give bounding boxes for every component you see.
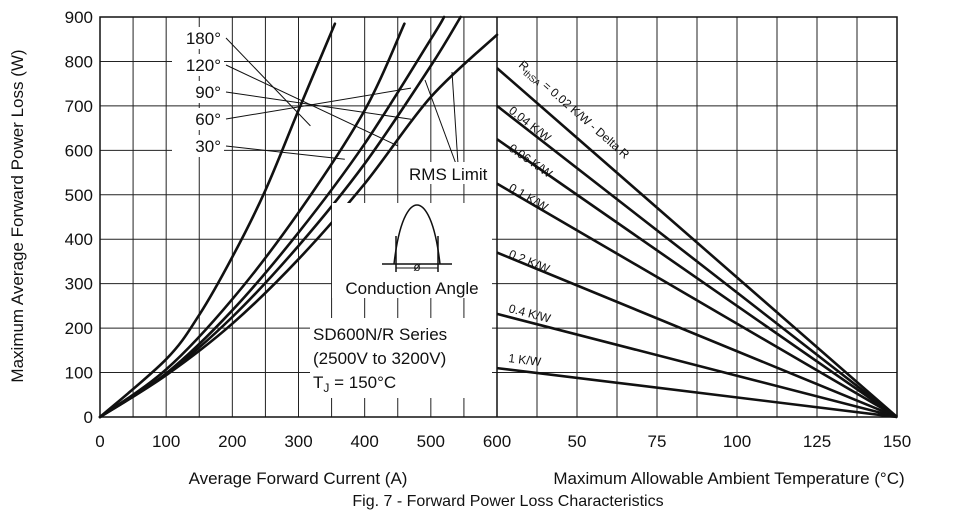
curve-labels: 180° 120° 90° 60° 30° RthSA = 0.02 K/W - Delt… <box>172 27 632 369</box>
x-tick-label: 100 <box>723 432 751 451</box>
y-tick-label: 700 <box>65 97 93 116</box>
conduction-angle-icon: ø Conduction Angle <box>332 203 492 298</box>
y-tick-label: 900 <box>65 8 93 27</box>
x-tick-label: 600 <box>483 432 511 451</box>
y-tick-label: 0 <box>84 408 93 427</box>
x-tick-label: 150 <box>883 432 911 451</box>
x-tick-label: 400 <box>350 432 378 451</box>
rth-label-group: 1 K/W <box>508 351 543 369</box>
y-tick-label: 300 <box>65 275 93 294</box>
rth-label-3: 0.1 K/W <box>506 180 551 214</box>
rth-label-4: 0.2 K/W <box>507 247 552 276</box>
curve-label-4: 180° <box>186 29 221 48</box>
y-tick-label: 100 <box>65 364 93 383</box>
rth-label-1: 0.04 K/W <box>506 103 554 145</box>
x-tick-label: 75 <box>648 432 667 451</box>
x-tick-label: 100 <box>152 432 180 451</box>
x-tick-label: 0 <box>95 432 104 451</box>
leader-line <box>226 38 310 126</box>
rth-label-6: 1 K/W <box>508 351 543 369</box>
phi-symbol: ø <box>413 260 421 274</box>
y-tick-label: 400 <box>65 230 93 249</box>
rth-label-group: 0.2 K/W <box>507 247 552 276</box>
y-tick-label: 200 <box>65 319 93 338</box>
rth-label-group: RthSA = 0.02 K/W - Delta R <box>515 58 633 164</box>
rth-label-group: 0.1 K/W <box>506 180 551 214</box>
rms-leader <box>425 80 456 164</box>
rth-label-0: RthSA = 0.02 K/W - Delta R <box>515 58 633 164</box>
x-axis-title-left: Average Forward Current (A) <box>189 469 408 488</box>
leader-line <box>226 146 345 159</box>
curve-label-0: 30° <box>195 137 221 156</box>
y-tick-label: 800 <box>65 52 93 71</box>
rth-label-group: 0.04 K/W <box>506 103 554 145</box>
x-tick-label: 125 <box>803 432 831 451</box>
device-annotation: SD600N/R Series (2500V to 3200V) TJ = 15… <box>310 318 492 398</box>
x-tick-label: 200 <box>218 432 246 451</box>
conduction-angle-label: Conduction Angle <box>345 279 478 298</box>
figure-caption: Fig. 7 - Forward Power Loss Characterist… <box>352 493 663 510</box>
grid <box>100 17 897 417</box>
y-axis-title: Maximum Average Forward Power Loss (W) <box>8 49 27 382</box>
curve-label-2: 90° <box>195 83 221 102</box>
x-axis-title-right: Maximum Allowable Ambient Temperature (°… <box>553 469 904 488</box>
x-tick-label: 500 <box>417 432 445 451</box>
rms-limit-label: RMS Limit <box>409 165 488 184</box>
curve-label-3: 120° <box>186 56 221 75</box>
x-tick-label: 300 <box>284 432 312 451</box>
curve-label-1: 60° <box>195 110 221 129</box>
y-tick-label: 600 <box>65 141 93 160</box>
voltage-range: (2500V to 3200V) <box>313 349 446 368</box>
y-tick-label: 500 <box>65 186 93 205</box>
x-tick-label: 50 <box>568 432 587 451</box>
series-name: SD600N/R Series <box>313 325 447 344</box>
